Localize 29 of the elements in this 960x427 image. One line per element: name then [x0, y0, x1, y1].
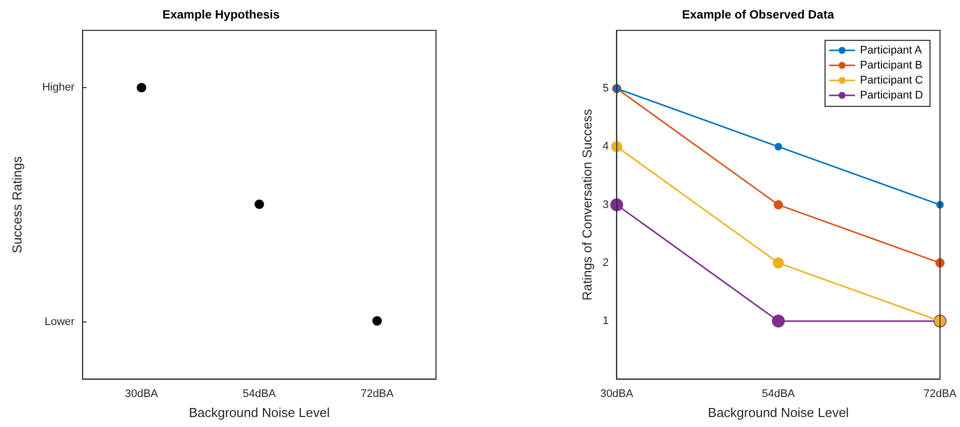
chart-title: Example of Observed Data: [682, 8, 834, 22]
point: [772, 257, 784, 268]
point: [774, 200, 784, 210]
point: [610, 198, 624, 212]
legend-label: Participant D: [860, 89, 924, 102]
x-axis-title: Background Noise Level: [708, 404, 849, 420]
point: [611, 141, 622, 152]
x-tick-label: 30dBA: [600, 388, 634, 400]
y-axis-title: Success Ratings: [9, 156, 24, 254]
text: Higher: [42, 82, 75, 94]
point: [772, 314, 785, 328]
y-tick-label: 3: [602, 198, 609, 211]
point: [774, 142, 782, 150]
legend-label: Participant B: [860, 59, 922, 72]
y-tick-label: 2: [602, 256, 609, 269]
y-tick-label: 4: [602, 140, 609, 153]
text: Lower: [44, 316, 75, 328]
x-tick-label: 72dBA: [360, 388, 394, 400]
legend-label: Participant A: [860, 44, 922, 56]
y-tick-label: 1: [602, 315, 609, 328]
x-axis-title: Background Noise Level: [188, 404, 330, 420]
x-tick-label: 54dBA: [242, 388, 276, 400]
legend-label: Participant C: [860, 74, 924, 86]
x-tick-label: 30dBA: [124, 388, 159, 400]
x-tick-label: 72dBA: [923, 388, 958, 400]
y-axis-title: Ratings of Conversation Success: [579, 108, 594, 301]
y-tick-label: 5: [602, 82, 609, 95]
chart-title: Example Hypothesis: [162, 8, 280, 22]
x-tick-label: 54dBA: [762, 388, 796, 400]
